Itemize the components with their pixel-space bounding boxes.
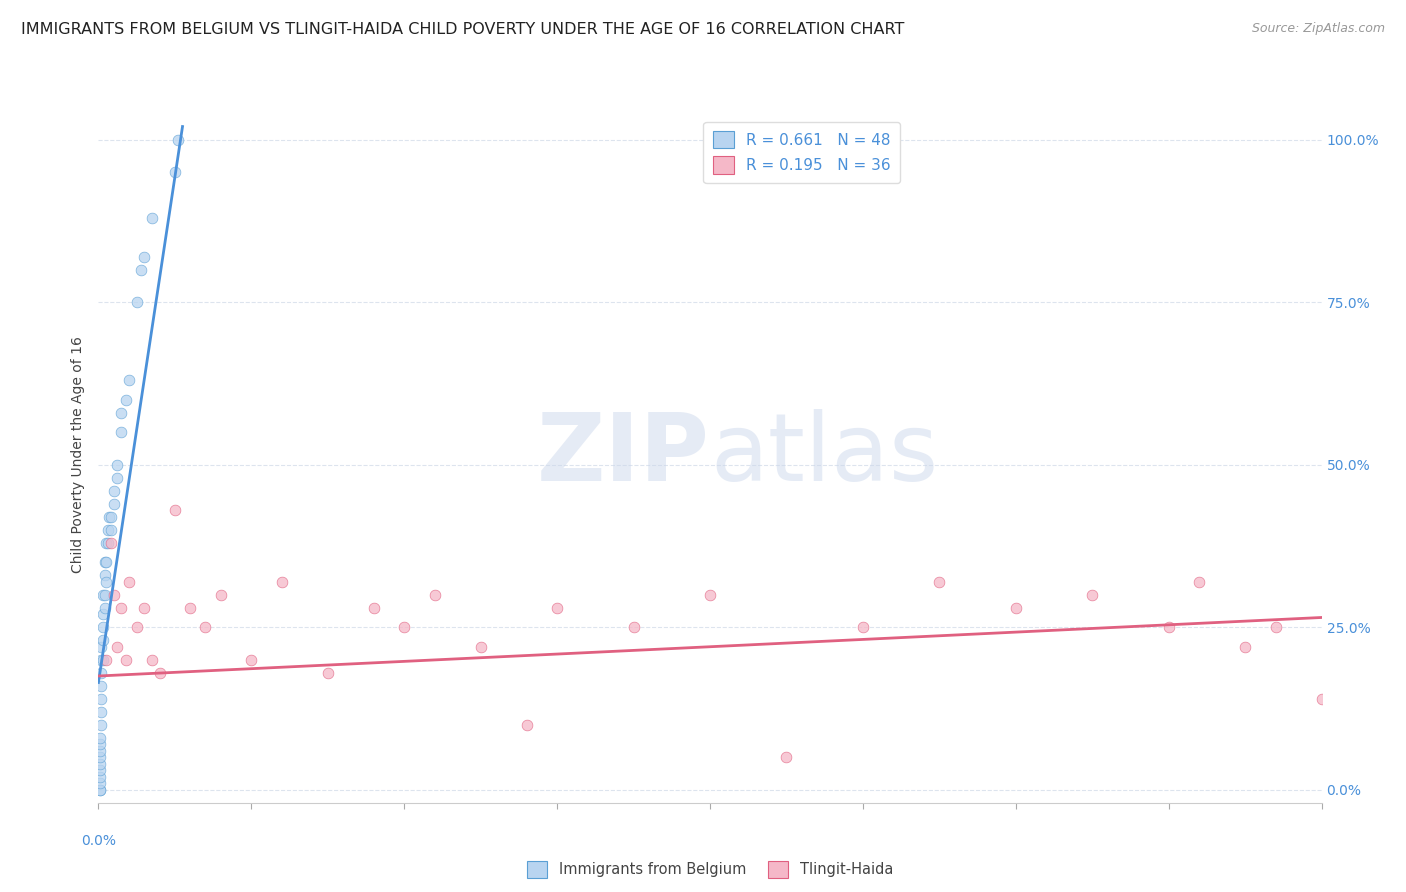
Point [100, 535, 122, 549]
Point [89, 776, 111, 790]
Point [91, 588, 114, 602]
Point [100, 509, 122, 524]
Point [115, 392, 138, 407]
Point [93, 555, 115, 569]
Point [89, 770, 111, 784]
Point [91, 607, 114, 622]
Point [163, 165, 186, 179]
Point [623, 620, 645, 634]
Point [209, 588, 232, 602]
Point [89, 756, 111, 771]
Point [110, 600, 132, 615]
Point [516, 718, 538, 732]
Point [103, 588, 125, 602]
Point [125, 620, 148, 634]
Point [90, 718, 112, 732]
Point [1310, 691, 1333, 706]
Point [1188, 574, 1211, 589]
Point [93, 588, 115, 602]
Point [423, 588, 446, 602]
Point [392, 620, 416, 634]
Point [90, 665, 112, 680]
Y-axis label: Child Poverty Under the Age of 16: Child Poverty Under the Age of 16 [72, 336, 86, 574]
Point [1004, 600, 1026, 615]
Point [105, 458, 128, 472]
Point [103, 497, 125, 511]
Text: 0.0%: 0.0% [82, 834, 115, 848]
Legend: Immigrants from Belgium, Tlingit-Haida: Immigrants from Belgium, Tlingit-Haida [520, 855, 900, 884]
Point [134, 600, 156, 615]
Point [163, 503, 186, 517]
Text: ZIP: ZIP [537, 409, 710, 501]
Point [90, 691, 112, 706]
Point [89, 764, 111, 778]
Point [91, 633, 114, 648]
Point [363, 600, 385, 615]
Point [94, 555, 117, 569]
Point [179, 600, 201, 615]
Point [89, 744, 111, 758]
Point [91, 653, 114, 667]
Point [240, 653, 263, 667]
Point [470, 640, 492, 654]
Point [97, 523, 120, 537]
Point [167, 132, 190, 146]
Point [105, 640, 128, 654]
Point [775, 750, 797, 764]
Point [141, 653, 163, 667]
Point [94, 535, 117, 549]
Point [194, 620, 217, 634]
Point [93, 600, 115, 615]
Point [129, 262, 152, 277]
Point [270, 574, 292, 589]
Point [90, 679, 112, 693]
Text: IMMIGRANTS FROM BELGIUM VS TLINGIT-HAIDA CHILD POVERTY UNDER THE AGE OF 16 CORRE: IMMIGRANTS FROM BELGIUM VS TLINGIT-HAIDA… [21, 22, 904, 37]
Point [90, 640, 112, 654]
Point [89, 731, 111, 745]
Point [134, 250, 156, 264]
Point [1234, 640, 1257, 654]
Point [1081, 588, 1104, 602]
Text: Source: ZipAtlas.com: Source: ZipAtlas.com [1251, 22, 1385, 36]
Point [98, 509, 121, 524]
Point [141, 211, 163, 225]
Point [118, 574, 141, 589]
Point [90, 653, 112, 667]
Point [699, 588, 721, 602]
Point [316, 665, 339, 680]
Point [94, 574, 117, 589]
Point [97, 535, 120, 549]
Point [149, 665, 172, 680]
Point [89, 782, 111, 797]
Point [94, 653, 117, 667]
Point [89, 737, 111, 751]
Point [100, 523, 122, 537]
Point [91, 620, 114, 634]
Text: atlas: atlas [710, 409, 938, 501]
Point [89, 782, 111, 797]
Point [103, 483, 125, 498]
Point [546, 600, 568, 615]
Point [93, 568, 115, 582]
Point [110, 425, 132, 439]
Point [115, 653, 138, 667]
Point [118, 373, 141, 387]
Point [125, 295, 148, 310]
Point [90, 705, 112, 719]
Point [1264, 620, 1286, 634]
Point [89, 750, 111, 764]
Point [1157, 620, 1180, 634]
Point [852, 620, 875, 634]
Point [105, 471, 128, 485]
Point [928, 574, 950, 589]
Point [110, 406, 132, 420]
